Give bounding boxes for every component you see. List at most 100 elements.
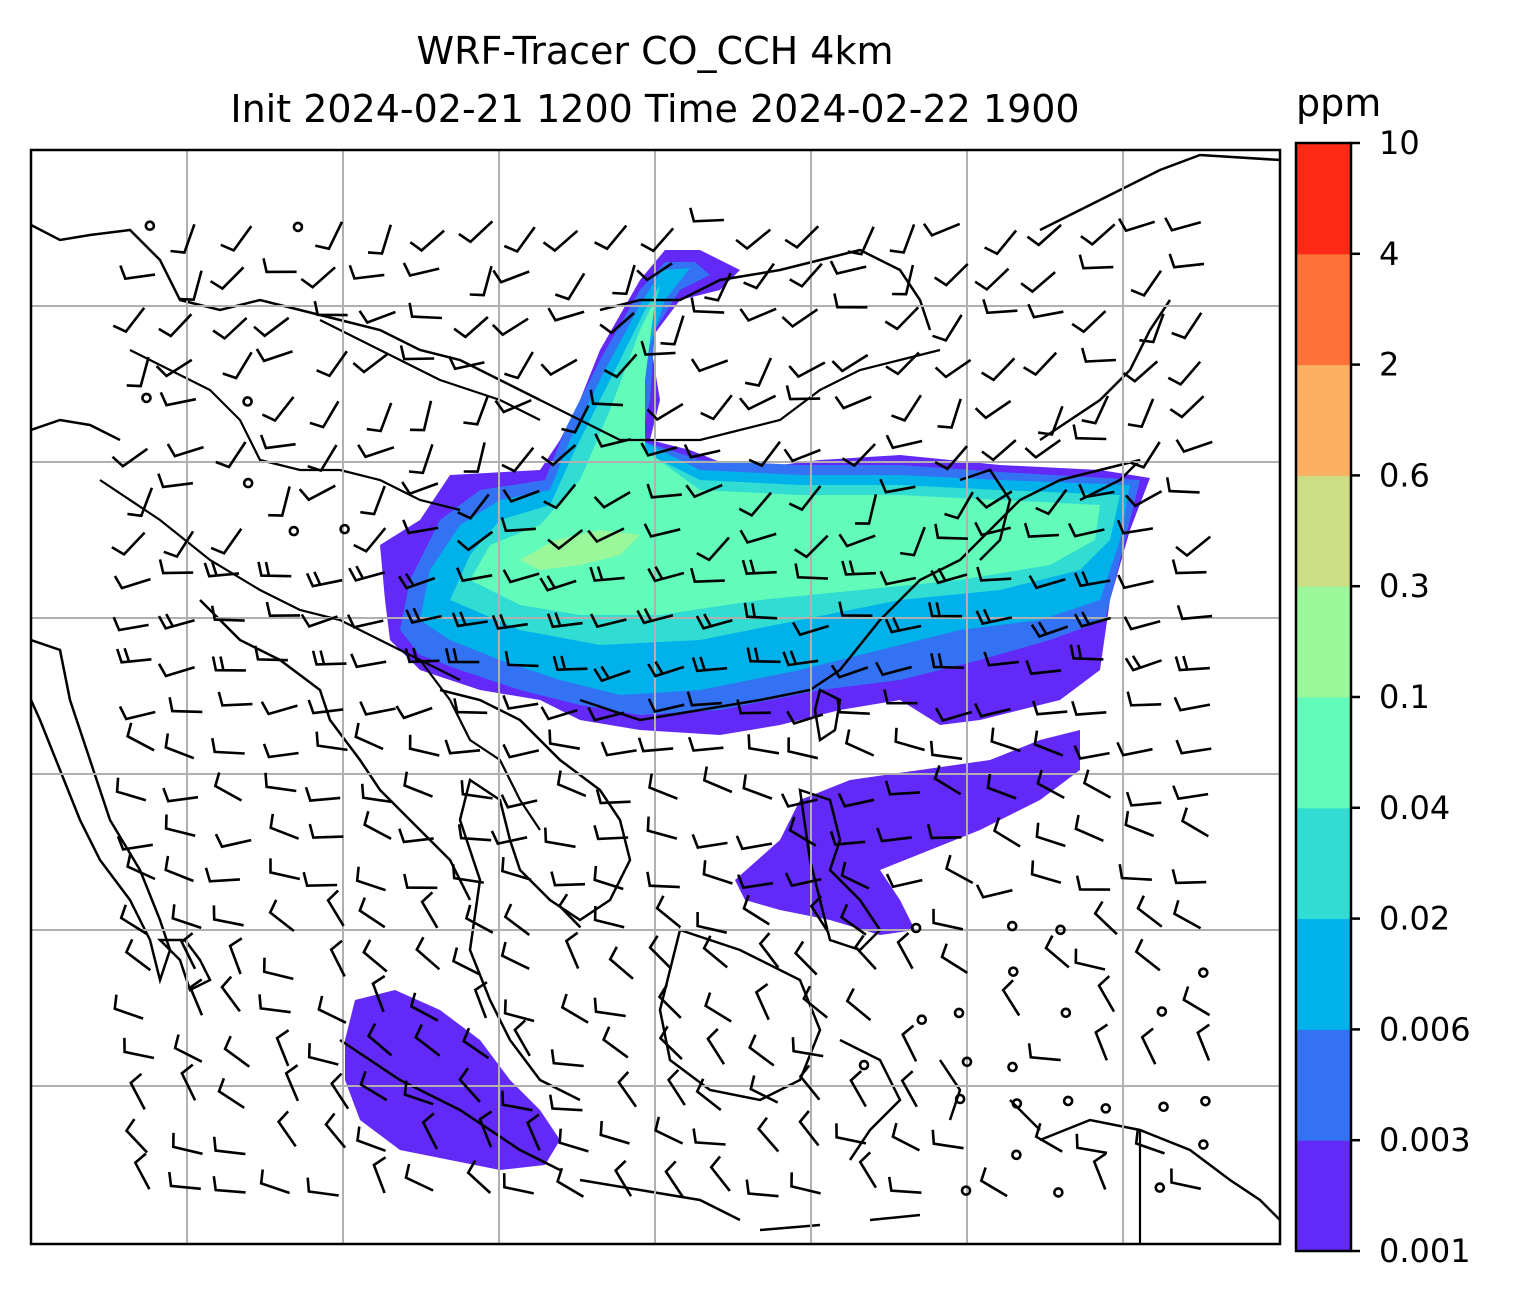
wind-barb [155, 358, 193, 378]
wind-barb [260, 701, 298, 716]
wind-barb [415, 936, 441, 971]
wind-barb [973, 703, 1011, 718]
colorbar-tick-label: 0.02 [1379, 900, 1450, 938]
wind-barb [1164, 217, 1202, 232]
wind-barb [502, 743, 540, 759]
wind-barb [1033, 730, 1064, 757]
wind-barb [743, 602, 778, 620]
wind-barb [456, 530, 494, 552]
colorbar-bin [1296, 475, 1351, 587]
wind-barb [885, 873, 923, 889]
wind-barb [421, 1112, 439, 1150]
wind-barb [802, 985, 829, 1019]
wind-barb [1094, 1023, 1109, 1061]
wind-barb [501, 1090, 533, 1112]
wind-barb [593, 824, 629, 841]
wind-barb [464, 904, 494, 934]
tracer-field-south-plume [345, 990, 560, 1170]
wind-barb [690, 358, 729, 373]
wind-barb [1117, 217, 1156, 233]
wind-barb [1122, 360, 1159, 383]
wind-barb [1130, 269, 1163, 297]
wind-barb [404, 1163, 434, 1192]
wind-barb [990, 727, 1021, 753]
colorbar-tick-label: 0.001 [1379, 1232, 1471, 1270]
wind-barb [254, 645, 288, 662]
coastline-new-guinea [1039, 1118, 1280, 1221]
wind-barb [736, 699, 771, 715]
wind-barb [1175, 739, 1212, 755]
wind-barb [927, 602, 963, 618]
wind-barb [896, 932, 914, 970]
wind-barb-calm [916, 1014, 928, 1026]
wind-barb [1073, 571, 1111, 588]
wind-barb [265, 601, 301, 618]
wind-barb [658, 1025, 683, 1061]
wind-barb [748, 1034, 775, 1067]
wind-barb [640, 442, 678, 457]
wind-barb [311, 650, 347, 666]
wind-barb [111, 447, 149, 468]
wind-barb [685, 483, 723, 499]
wind-barb [502, 694, 539, 710]
border-mongolia-russia [319, 319, 541, 421]
wind-barb [647, 698, 685, 714]
wind-barb [700, 394, 733, 421]
wind-barb [179, 270, 203, 302]
wind-barb [833, 293, 868, 309]
wind-barb [791, 621, 830, 637]
wind-barb-calm [1060, 1007, 1072, 1019]
wind-barb [1028, 574, 1066, 590]
wind-barb-calm [961, 1056, 973, 1068]
wind-barb [758, 932, 780, 969]
wind-barb [550, 871, 586, 887]
wind-barb [124, 1118, 149, 1154]
wind-barb-calm [910, 922, 922, 934]
wind-barb [554, 272, 586, 301]
wind-barb [885, 351, 920, 376]
wind-barb [1124, 810, 1155, 838]
wind-barb [126, 356, 150, 388]
wind-barb [935, 707, 973, 723]
wind-barb [180, 1063, 197, 1101]
wind-barb [298, 484, 336, 502]
wind-barb [414, 1024, 441, 1057]
wind-barb [940, 943, 968, 974]
wind-barb [223, 1035, 251, 1068]
wind-barb [503, 999, 535, 1023]
wind-barb [542, 229, 579, 253]
wind-barb [1123, 616, 1161, 631]
wind-barb [695, 613, 733, 630]
wind-barb [929, 740, 963, 761]
wind-barb-calm [1055, 924, 1066, 936]
wind-barb [746, 647, 781, 664]
wind-barb [1078, 483, 1115, 499]
wind-barb [300, 266, 336, 289]
colorbar-bin [1296, 586, 1351, 698]
wind-barb [1097, 975, 1116, 1013]
wind-barb [212, 316, 248, 341]
wind-barb [784, 225, 820, 249]
coastline-china [579, 458, 1141, 722]
wind-barb-calm [954, 1093, 966, 1105]
wind-barb [976, 566, 1012, 582]
wind-barb [781, 308, 819, 329]
wind-barb [262, 258, 297, 274]
wind-barb [788, 361, 826, 379]
wind-barbs [111, 207, 1213, 1198]
wind-barb [834, 395, 872, 410]
wind-barb-calm [1011, 1149, 1022, 1161]
wind-barb [933, 263, 969, 287]
wind-barb [284, 1064, 300, 1102]
wind-barb [346, 614, 384, 629]
wind-barb [220, 225, 253, 253]
colorbar-tick-label: 0.1 [1379, 678, 1430, 716]
wind-barb [503, 226, 536, 253]
wind-barb [494, 399, 532, 414]
wind-barb [456, 567, 493, 583]
wind-barb [157, 663, 195, 678]
wind-barb [692, 1128, 726, 1146]
wind-barb [1071, 310, 1107, 334]
wind-barb [307, 444, 338, 473]
wind-barb [1071, 700, 1107, 716]
